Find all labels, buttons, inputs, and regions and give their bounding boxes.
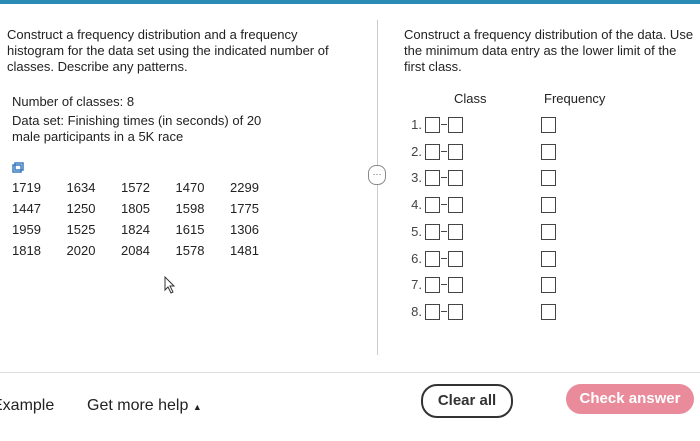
data-value: 1470 bbox=[175, 180, 205, 195]
class-dash bbox=[441, 310, 447, 312]
row-label: 8. bbox=[411, 303, 422, 319]
data-value: 1481 bbox=[230, 243, 259, 258]
footer-line bbox=[0, 372, 700, 373]
row-label: 2. bbox=[411, 143, 422, 159]
class-lower-input[interactable] bbox=[425, 250, 440, 267]
frequency-input[interactable] bbox=[541, 143, 556, 160]
dataset-desc: Data set: Finishing times (in seconds) o… bbox=[12, 113, 262, 144]
class-dash bbox=[441, 284, 447, 286]
class-count: Number of classes: 8 bbox=[12, 94, 135, 109]
data-value: 1572 bbox=[121, 180, 150, 195]
data-value: 1719 bbox=[12, 180, 41, 195]
row-label: 1. bbox=[411, 117, 422, 132]
data-value: 2299 bbox=[230, 180, 259, 195]
class-dash bbox=[441, 204, 447, 206]
class-lower-input[interactable] bbox=[425, 197, 440, 214]
clear-all-button[interactable]: Clear all bbox=[421, 384, 513, 418]
copy-icon[interactable] bbox=[12, 162, 24, 174]
class-lower-input[interactable] bbox=[425, 117, 440, 133]
class-upper-input[interactable] bbox=[448, 223, 463, 240]
frequency-header: Frequency bbox=[544, 91, 606, 106]
frequency-input[interactable] bbox=[541, 117, 556, 133]
example-link[interactable]: Example bbox=[0, 397, 55, 414]
class-upper-input[interactable] bbox=[448, 143, 463, 160]
data-value: 1250 bbox=[66, 201, 96, 216]
row-label: 3. bbox=[411, 170, 422, 186]
data-value: 1525 bbox=[66, 222, 96, 237]
class-upper-input[interactable] bbox=[448, 197, 463, 214]
instructions: Construct a frequency distribution and a… bbox=[7, 27, 329, 74]
data-value: 1634 bbox=[66, 180, 96, 195]
class-upper-input[interactable] bbox=[448, 250, 463, 267]
row-label: 4. bbox=[411, 197, 422, 213]
row-label: 5. bbox=[411, 223, 422, 239]
data-value: 1959 bbox=[12, 222, 41, 237]
class-dash bbox=[441, 230, 447, 232]
frequency-input[interactable] bbox=[541, 197, 556, 214]
frequency-input[interactable] bbox=[541, 170, 556, 187]
data-value: 1598 bbox=[175, 201, 205, 216]
data-value: 1447 bbox=[12, 201, 41, 216]
class-dash bbox=[441, 177, 447, 179]
data-value: 1824 bbox=[121, 222, 150, 237]
data-value: 1775 bbox=[230, 201, 259, 216]
data-value: 1306 bbox=[230, 222, 259, 237]
data-value: 1615 bbox=[175, 222, 205, 237]
cursor bbox=[164, 276, 176, 294]
class-header: Class bbox=[454, 91, 487, 106]
class-dash bbox=[441, 257, 447, 259]
class-upper-input[interactable] bbox=[448, 303, 463, 320]
frequency-input[interactable] bbox=[541, 223, 556, 240]
class-upper-input[interactable] bbox=[448, 277, 463, 294]
divider-handle[interactable]: ··· bbox=[368, 165, 386, 185]
frequency-input[interactable] bbox=[541, 250, 556, 267]
row-label: 6. bbox=[411, 250, 422, 266]
help-text[interactable]: Get more help bbox=[87, 397, 189, 414]
class-lower-input[interactable] bbox=[425, 223, 440, 240]
right-instructions: Construct a frequency distribution of th… bbox=[404, 27, 694, 74]
help-link[interactable]: Get more help ▲ bbox=[87, 397, 202, 414]
class-upper-input[interactable] bbox=[448, 117, 463, 133]
data-value: 2084 bbox=[121, 243, 150, 258]
class-lower-input[interactable] bbox=[425, 277, 440, 294]
class-lower-input[interactable] bbox=[425, 303, 440, 320]
data-value: 1578 bbox=[175, 243, 205, 258]
frequency-input[interactable] bbox=[541, 303, 556, 320]
row-label: 7. bbox=[411, 277, 422, 293]
data-value: 1805 bbox=[121, 201, 150, 216]
class-dash bbox=[441, 124, 447, 125]
divider bbox=[377, 20, 378, 355]
data-value: 1818 bbox=[12, 243, 41, 258]
class-lower-input[interactable] bbox=[425, 143, 440, 160]
check-answer-button[interactable]: Check answer bbox=[566, 384, 694, 414]
class-lower-input[interactable] bbox=[425, 170, 440, 187]
class-upper-input[interactable] bbox=[448, 170, 463, 187]
frequency-input[interactable] bbox=[541, 277, 556, 294]
top-bar bbox=[0, 0, 700, 4]
data-value: 2020 bbox=[66, 243, 96, 258]
class-dash bbox=[441, 150, 447, 152]
